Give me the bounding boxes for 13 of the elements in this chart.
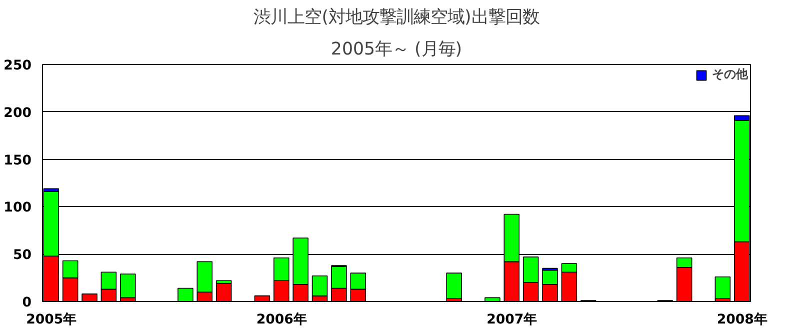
y-tick-label: 250 — [4, 58, 32, 74]
y-tick-label: 200 — [4, 106, 32, 121]
y-tick-label: 0 — [22, 296, 32, 310]
x-tick-label: 2005年 — [26, 312, 76, 328]
y-tick-label: 150 — [4, 153, 32, 168]
x-tick-label: 2006年 — [256, 312, 306, 328]
legend-label: その他 — [712, 66, 748, 83]
y-tick-label: 100 — [4, 200, 32, 216]
chart-title: 渋川上空(対地攻撃訓練空域)出撃回数 — [254, 8, 540, 28]
x-tick-label: 2007年 — [486, 312, 537, 328]
y-tick-label: 50 — [12, 248, 32, 264]
chart-subtitle: 2005年～ (月毎) — [330, 40, 462, 60]
x-tick-label: 2008年 — [716, 312, 767, 328]
